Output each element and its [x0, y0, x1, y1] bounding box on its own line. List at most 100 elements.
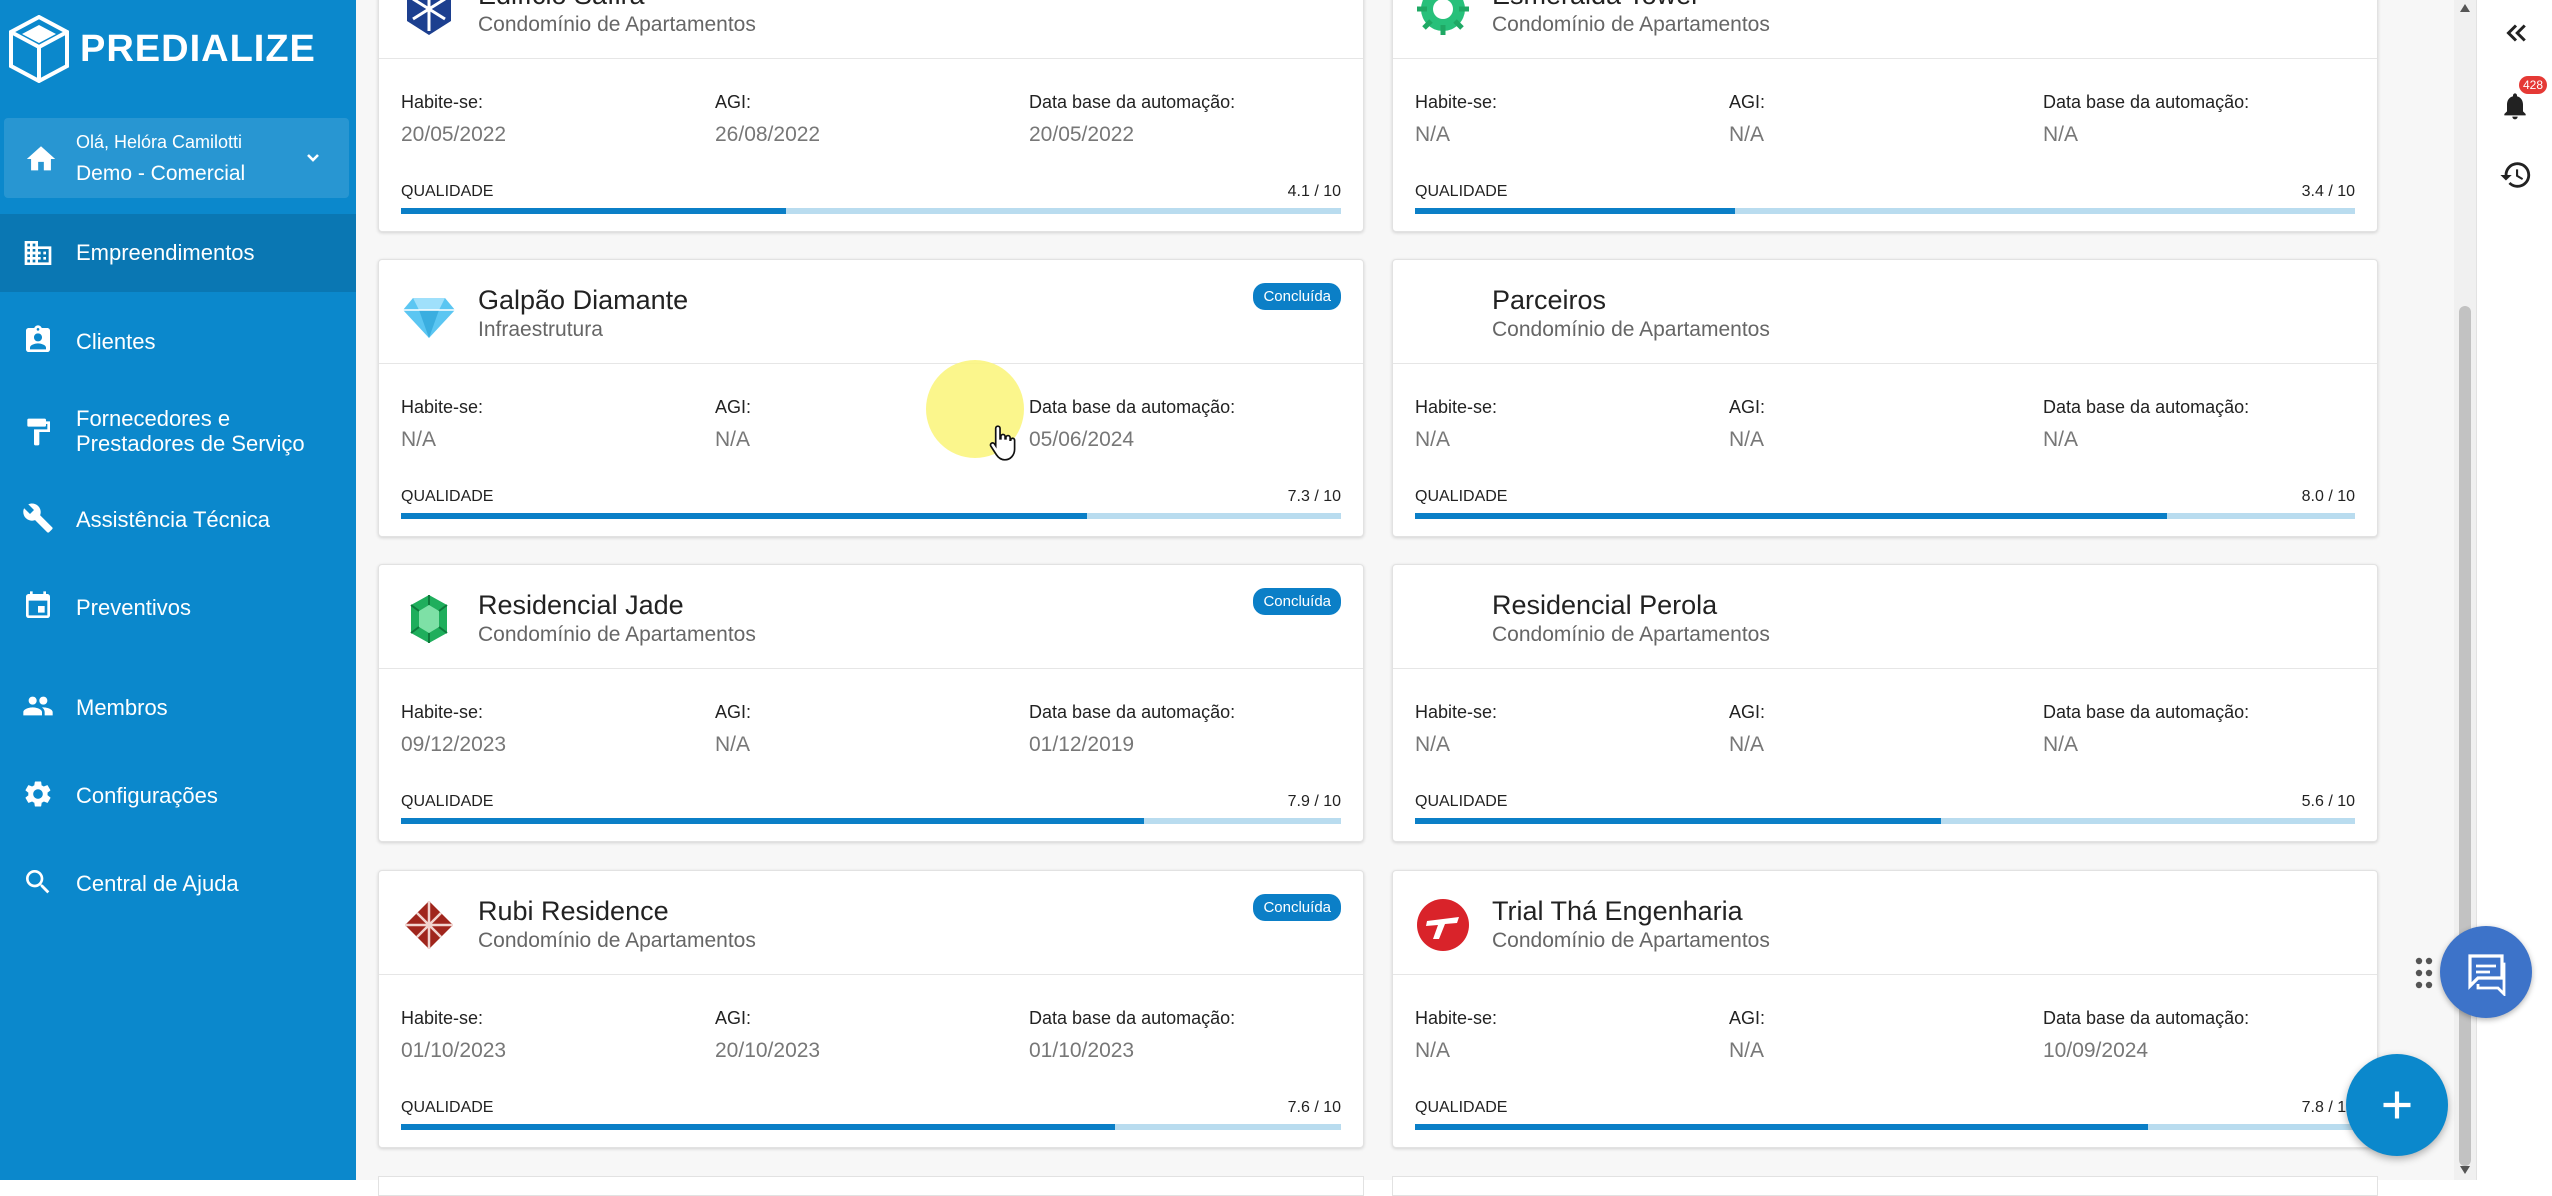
quality-bar — [1415, 1124, 2355, 1130]
card-title: Edifício Safira — [478, 0, 645, 11]
data-base-label: Data base da automação: — [2043, 397, 2250, 417]
status-badge: Concluída — [1253, 283, 1341, 310]
sidebar-item-label: Configurações — [76, 783, 218, 808]
gear-icon — [25, 781, 51, 807]
sidebar-item-central-ajuda[interactable]: Central de Ajuda — [0, 842, 356, 924]
notifications-button[interactable]: 428 — [2497, 76, 2548, 126]
project-card-galpao-diamante[interactable]: Galpão Diamante Infraestrutura Concluída… — [378, 259, 1364, 537]
agi-label: AGI: — [1729, 397, 1766, 417]
card-subtitle: Condomínio de Apartamentos — [478, 623, 756, 646]
habite-label: Habite-se: — [1415, 92, 1498, 112]
habite-label: Habite-se: — [401, 702, 484, 722]
agi-value: N/A — [1729, 1039, 1765, 1062]
plus-icon — [2383, 1091, 2411, 1119]
quality-bar-fill — [401, 818, 1144, 824]
sidebar: PREDIALIZE Olá, Helóra Camilotti Demo - … — [0, 0, 356, 1180]
quality-bar — [1415, 513, 2355, 519]
project-card-residencial-jade[interactable]: Residencial Jade Condomínio de Apartamen… — [378, 564, 1364, 842]
data-base-label: Data base da automação: — [2043, 702, 2250, 722]
data-base-value: 01/12/2019 — [1029, 733, 1135, 756]
quality-label: QUALIDADE — [1415, 793, 1508, 810]
sidebar-item-label: Central de Ajuda — [76, 871, 239, 896]
sidebar-item-label: Preventivos — [76, 595, 191, 620]
status-badge: Concluída — [1253, 588, 1341, 615]
card-subtitle: Condomínio de Apartamentos — [1492, 623, 1770, 646]
data-base-value: 05/06/2024 — [1029, 428, 1135, 451]
quality-value: 8.0 / 10 — [2301, 488, 2355, 505]
data-base-value: 20/05/2022 — [1029, 123, 1135, 146]
quality-value: 7.8 / 10 — [2301, 1099, 2355, 1116]
quality-bar-fill — [401, 1124, 1116, 1130]
data-base-value: 10/09/2024 — [2043, 1039, 2149, 1062]
card-title: Residencial Perola — [1492, 590, 1718, 620]
chat-icon — [2468, 954, 2506, 996]
sidebar-item-assistencia[interactable]: Assistência Técnica — [0, 478, 356, 560]
sidebar-item-configuracoes[interactable]: Configurações — [0, 754, 356, 836]
habite-value: N/A — [1415, 123, 1451, 146]
sidebar-item-label: Empreendimentos — [76, 240, 255, 265]
card-title: Residencial Jade — [478, 590, 684, 620]
drag-handle-icon[interactable] — [2414, 956, 2434, 990]
jade-logo-icon — [410, 595, 448, 643]
card-title: Trial Thá Engenharia — [1492, 896, 1743, 926]
sapphire-logo-icon — [407, 0, 451, 35]
quality-bar — [401, 208, 1341, 214]
sidebar-item-clientes[interactable]: Clientes — [0, 300, 356, 382]
sidebar-item-label: Membros — [76, 695, 168, 720]
sidebar-item-preventivos[interactable]: Preventivos — [0, 566, 356, 648]
habite-value: N/A — [1415, 1039, 1451, 1062]
sidebar-item-label: Fornecedores e Prestadores de Serviço — [76, 406, 305, 456]
quality-bar — [401, 513, 1341, 519]
quality-value: 3.4 / 10 — [2301, 183, 2355, 200]
project-card-trial-tha[interactable]: Trial Thá Engenharia Condomínio de Apart… — [1392, 870, 2378, 1148]
quality-label: QUALIDADE — [401, 488, 494, 505]
card-partial — [1392, 1176, 2378, 1196]
scroll-down-icon[interactable] — [2459, 1164, 2471, 1176]
project-card-residencial-perola[interactable]: Residencial Perola Condomínio de Apartam… — [1392, 564, 2378, 842]
card-subtitle: Infraestrutura — [478, 318, 603, 341]
sidebar-item-fornecedores[interactable]: Fornecedores e Prestadores de Serviço — [0, 392, 356, 472]
scroll-up-icon[interactable] — [2459, 2, 2471, 14]
diamond-logo-icon — [403, 298, 455, 338]
habite-value: N/A — [401, 428, 437, 451]
quality-value: 7.3 / 10 — [1287, 488, 1341, 505]
app-logo[interactable]: PREDIALIZE — [8, 14, 316, 84]
card-partial — [378, 1176, 1364, 1196]
quality-value: 7.9 / 10 — [1287, 793, 1341, 810]
quality-bar-fill — [1415, 1124, 2149, 1130]
scrollbar-thumb[interactable] — [2459, 306, 2471, 1166]
collapse-panel-icon[interactable] — [2501, 18, 2531, 48]
chat-button[interactable] — [2440, 926, 2532, 1018]
user-switcher[interactable]: Olá, Helóra Camilotti Demo - Comercial — [4, 118, 349, 198]
quality-bar-fill — [401, 513, 1088, 519]
project-card-safira[interactable]: Edifício Safira Condomínio de Apartament… — [378, 0, 1364, 232]
quality-bar-fill — [1415, 208, 1735, 214]
calendar-icon — [26, 591, 50, 618]
add-project-button[interactable] — [2346, 1054, 2448, 1156]
habite-label: Habite-se: — [1415, 397, 1498, 417]
project-card-esmeralda[interactable]: Esmeralda Tower Condomínio de Apartament… — [1392, 0, 2378, 232]
sidebar-item-empreendimentos[interactable]: Empreendimentos — [0, 214, 356, 292]
card-header: Residencial Perola Condomínio de Apartam… — [1393, 565, 2377, 669]
habite-value: N/A — [1415, 428, 1451, 451]
card-subtitle: Condomínio de Apartamentos — [478, 929, 756, 952]
quality-label: QUALIDADE — [1415, 488, 1508, 505]
card-header: Residencial Jade Condomínio de Apartamen… — [379, 565, 1363, 669]
data-base-label: Data base da automação: — [2043, 92, 2250, 112]
project-card-parceiros[interactable]: Parceiros Condomínio de Apartamentos Hab… — [1392, 259, 2378, 537]
agi-value: N/A — [715, 428, 751, 451]
quality-bar-fill — [1415, 513, 2167, 519]
agi-label: AGI: — [715, 397, 752, 417]
home-icon — [26, 146, 56, 171]
history-icon[interactable] — [2499, 158, 2533, 192]
sidebar-item-label: Clientes — [76, 329, 156, 354]
quality-label: QUALIDADE — [1415, 1099, 1508, 1116]
agi-value: 26/08/2022 — [715, 123, 821, 146]
card-subtitle: Condomínio de Apartamentos — [1492, 13, 1770, 36]
quality-label: QUALIDADE — [401, 183, 494, 200]
card-subtitle: Condomínio de Apartamentos — [1492, 318, 1770, 341]
project-card-rubi-residence[interactable]: Rubi Residence Condomínio de Apartamento… — [378, 870, 1364, 1148]
sidebar-item-membros[interactable]: Membros — [0, 666, 356, 748]
building-icon — [24, 241, 52, 265]
habite-value: 09/12/2023 — [401, 733, 507, 756]
